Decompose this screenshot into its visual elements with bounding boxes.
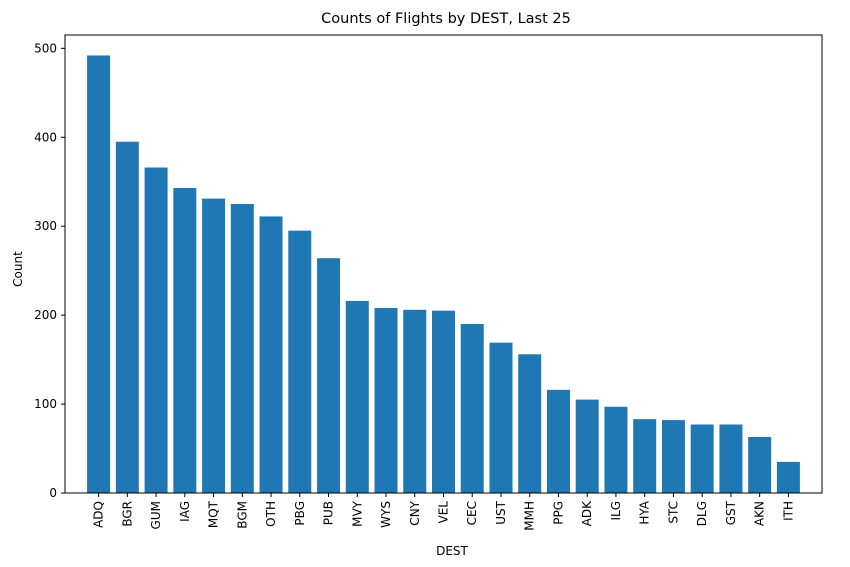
x-tick-label: CNY: [408, 500, 422, 525]
x-tick-label: OTH: [264, 501, 278, 527]
bars-group: [87, 55, 800, 494]
bar-gum: [144, 167, 168, 493]
x-tick-label: BGR: [120, 501, 134, 527]
bar-dlg: [690, 424, 714, 493]
x-tick-label: IAG: [178, 501, 192, 522]
bar-mmh: [518, 354, 542, 493]
x-tick-label: ITH: [781, 501, 795, 521]
bar-ust: [489, 342, 513, 493]
x-tick-label: GST: [724, 500, 738, 525]
x-tick-label: MQT: [207, 500, 221, 528]
plot-frame: [64, 34, 823, 494]
x-tick-label: ADK: [580, 500, 594, 526]
y-tick-label: 400: [34, 130, 57, 144]
x-tick-label: DLG: [695, 501, 709, 526]
x-axis: ADQ BGR GUM IAG MQT BGM OTH PBG PUB MVY WYS CNY VEL C…: [92, 493, 795, 531]
bar-ilg: [604, 406, 628, 493]
x-tick-label: UST: [494, 500, 508, 524]
x-tick-label: VEL: [437, 501, 451, 524]
chart-title: Counts of Flights by DEST, Last 25: [321, 11, 571, 27]
bar-akn: [748, 436, 772, 493]
x-tick-label: WYS: [379, 501, 393, 528]
y-axis: 0 100 200 300 400 500: [34, 41, 65, 500]
bar-hya: [633, 419, 657, 493]
x-tick-label: GUM: [149, 501, 163, 529]
y-tick-label: 200: [34, 308, 57, 322]
bar-cec: [460, 324, 484, 493]
x-tick-label: MVY: [350, 500, 364, 527]
bar-adq: [87, 55, 111, 493]
bar-gst: [719, 424, 743, 493]
bar-pbg: [288, 230, 312, 493]
bar-mqt: [202, 198, 226, 493]
bar-cny: [403, 309, 427, 493]
bar-ith: [776, 461, 800, 493]
x-tick-label: BGM: [235, 501, 249, 529]
y-axis-label: Count: [11, 251, 25, 287]
y-tick-label: 500: [34, 41, 57, 55]
x-tick-label: PBG: [293, 501, 307, 526]
x-tick-label: ADQ: [92, 501, 106, 528]
bar-mvy: [345, 300, 369, 493]
bar-vel: [432, 310, 455, 493]
bar-bgr: [115, 141, 139, 493]
x-tick-label: CEC: [465, 501, 479, 525]
x-tick-label: HYA: [638, 500, 652, 524]
bar-pub: [317, 258, 341, 493]
bar-iag: [173, 187, 197, 493]
x-tick-label: MMH: [523, 501, 537, 531]
bar-bgm: [230, 203, 254, 493]
bar-adk: [575, 399, 599, 493]
x-tick-label: AKN: [753, 501, 767, 526]
x-tick-label: STC: [666, 501, 680, 524]
bar-wys: [374, 308, 398, 493]
y-tick-label: 300: [34, 219, 57, 233]
x-tick-label: ILG: [609, 501, 623, 521]
x-tick-label: PPG: [551, 501, 565, 525]
y-tick-label: 100: [34, 397, 57, 411]
bar-stc: [661, 420, 685, 493]
bar-ppg: [546, 389, 570, 493]
x-axis-label: DEST: [436, 544, 468, 558]
x-tick-label: PUB: [322, 501, 336, 525]
bar-oth: [259, 216, 283, 494]
y-tick-label: 0: [49, 486, 57, 500]
